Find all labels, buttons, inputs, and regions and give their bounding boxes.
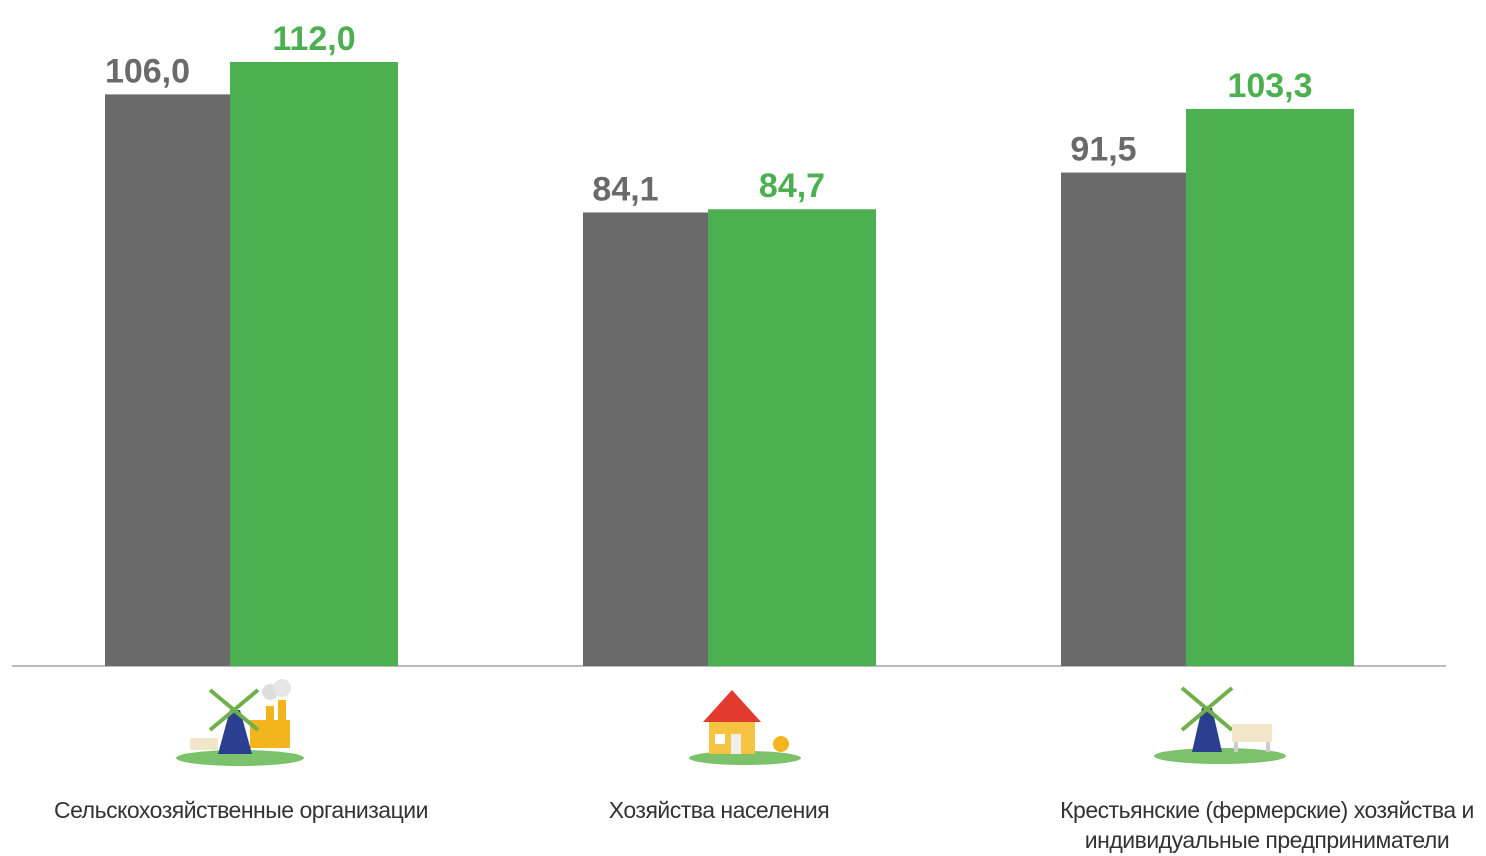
icon-farm — [1154, 686, 1286, 764]
bar — [230, 62, 398, 667]
category-label: Крестьянские (фермерские) хозяйства и ин… — [1060, 797, 1474, 853]
value-label: 112,0 — [272, 20, 355, 58]
bar — [708, 209, 876, 666]
bar — [583, 212, 708, 666]
value-label: 103,3 — [1227, 67, 1312, 105]
category-label: Сельскохозяйственные организации — [54, 797, 428, 823]
value-label: 84,1 — [592, 170, 658, 208]
icon-farm-factory — [176, 679, 304, 766]
category-label: Хозяйства населения — [608, 797, 830, 823]
value-label: 106,0 — [105, 52, 190, 90]
bar — [105, 94, 230, 667]
bar — [1061, 172, 1186, 666]
value-label: 91,5 — [1070, 131, 1136, 169]
icon-house — [689, 690, 801, 765]
bar — [1186, 108, 1354, 666]
value-label: 84,7 — [759, 167, 825, 205]
